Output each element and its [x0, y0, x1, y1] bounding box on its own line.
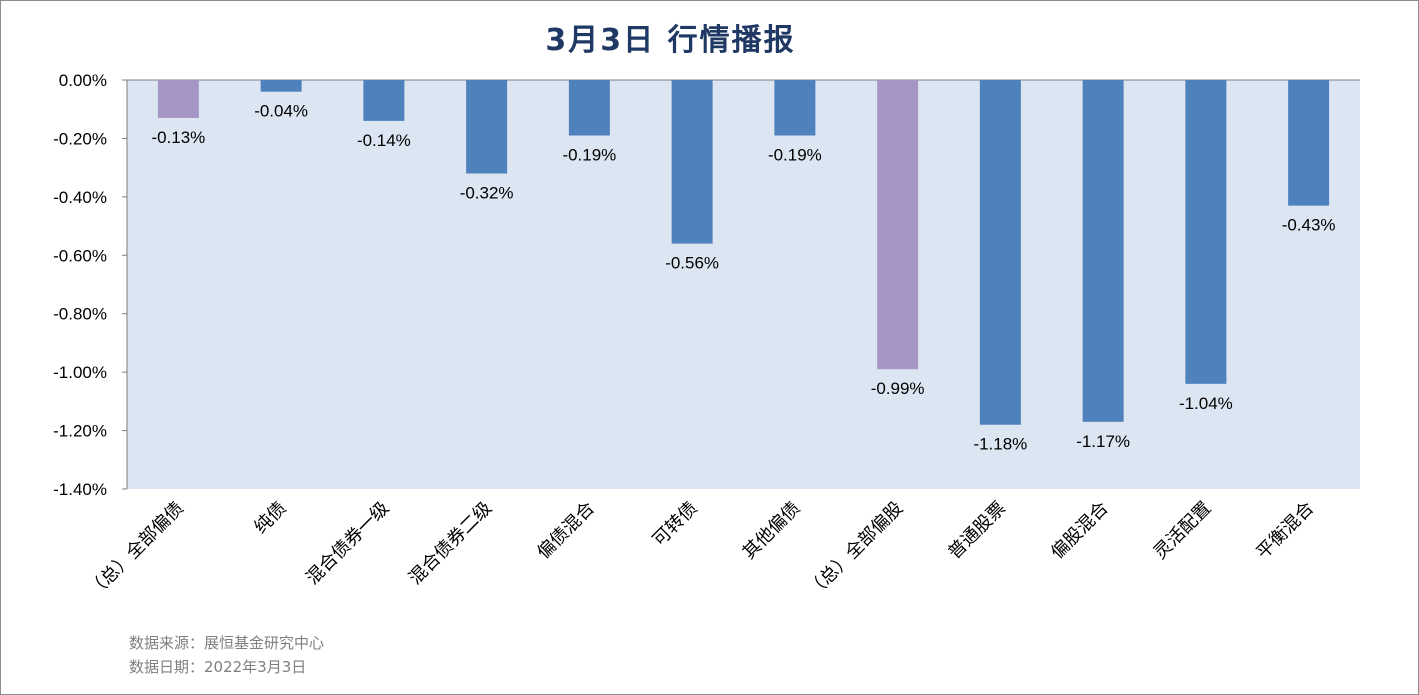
bar — [979, 80, 1021, 425]
data-label: -1.17% — [1076, 432, 1130, 451]
y-tick-label: -1.40% — [53, 480, 107, 499]
y-tick-label: 0.00% — [59, 71, 107, 90]
data-label: -0.56% — [665, 254, 719, 273]
y-tick-label: -0.80% — [53, 305, 107, 324]
data-label: -0.99% — [871, 379, 925, 398]
data-source-text: 数据来源：展恒基金研究中心 — [129, 634, 325, 652]
y-tick-label: -1.20% — [53, 422, 107, 441]
x-tick-label: （总）全部偏股 — [803, 498, 907, 602]
bar — [877, 80, 919, 370]
x-tick-label: 可转债 — [649, 498, 702, 551]
y-tick-label: -1.00% — [53, 363, 107, 382]
bar — [363, 80, 405, 121]
chart-title: 3月3日 行情播报 — [545, 23, 796, 58]
x-tick-label: 平衡混合 — [1252, 498, 1318, 564]
data-label: -0.14% — [357, 131, 411, 150]
bar — [774, 80, 816, 136]
bar — [1288, 80, 1330, 206]
bar — [1082, 80, 1124, 422]
data-label: -1.04% — [1179, 394, 1233, 413]
data-label: -0.13% — [151, 128, 205, 147]
x-tick-label: 纯债 — [250, 498, 290, 538]
bar — [1185, 80, 1227, 384]
data-label: -0.19% — [562, 146, 616, 165]
x-tick-label: 混合债券一级 — [302, 498, 393, 589]
y-tick-label: -0.20% — [53, 129, 107, 148]
bar — [671, 80, 713, 244]
y-tick-label: -0.40% — [53, 188, 107, 207]
data-label: -0.19% — [768, 146, 822, 165]
x-tick-label: （总）全部偏债 — [84, 498, 188, 602]
x-tick-label: 其他偏债 — [739, 498, 805, 564]
x-tick-label: 混合债券二级 — [405, 498, 496, 589]
source-note: 数据来源：展恒基金研究中心 数据日期：2022年3月3日 — [129, 631, 324, 679]
plot-area — [127, 80, 1360, 489]
y-tick-label: -0.60% — [53, 246, 107, 265]
bar — [466, 80, 508, 174]
x-tick-label: 偏股混合 — [1047, 498, 1113, 564]
bar — [157, 80, 199, 118]
data-label: -0.43% — [1282, 216, 1336, 235]
data-label: -1.18% — [973, 435, 1027, 454]
x-tick-label: 普通股票 — [944, 498, 1010, 564]
data-label: -0.32% — [460, 183, 514, 202]
x-tick-label: 灵活配置 — [1150, 498, 1216, 564]
data-date-text: 数据日期：2022年3月3日 — [129, 658, 307, 676]
bar — [260, 80, 302, 92]
data-label: -0.04% — [254, 102, 308, 121]
bar — [568, 80, 610, 136]
x-tick-label: 偏债混合 — [533, 498, 599, 564]
